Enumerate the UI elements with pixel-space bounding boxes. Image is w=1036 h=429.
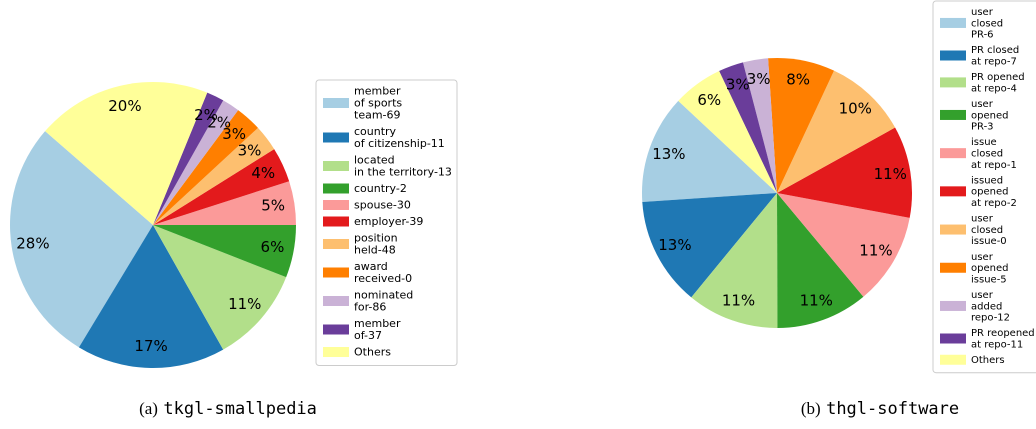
- caption: (b) thgl-software: [801, 399, 959, 419]
- pie-slice: [153, 92, 224, 225]
- value-label: 10%: [839, 100, 872, 118]
- legend-swatch: [940, 224, 966, 235]
- legend-label: user added repo-12: [971, 290, 1010, 324]
- value-label: 11%: [859, 242, 892, 260]
- legend-swatch: [940, 109, 966, 120]
- legend-label: position held-48: [354, 232, 398, 257]
- value-label: 20%: [108, 97, 141, 115]
- value-label: 17%: [134, 337, 167, 355]
- value-label: 11%: [800, 291, 833, 309]
- value-label: 3%: [222, 125, 246, 143]
- legend-label: issued opened at repo-2: [971, 175, 1017, 209]
- pie-slice: [742, 58, 777, 194]
- legend-label: issue closed at repo-1: [971, 137, 1017, 171]
- legend-label: user opened issue-5: [971, 252, 1008, 286]
- legend-swatch: [940, 17, 966, 28]
- legend-swatch: [323, 161, 349, 171]
- value-label: 11%: [722, 292, 755, 310]
- legend-label: employer-39: [354, 215, 423, 228]
- value-label: 13%: [652, 145, 685, 163]
- legend-label: user closed issue-0: [971, 214, 1007, 248]
- legend-label: award received-0: [354, 260, 412, 285]
- pie-slice: [678, 71, 777, 193]
- pie-slice: [719, 62, 777, 194]
- legend-swatch: [323, 216, 349, 227]
- pie-slice: [153, 149, 290, 225]
- legend-label: nominated for-86: [354, 289, 413, 314]
- legend-label: PR closed at repo-7: [971, 45, 1019, 67]
- value-label: 13%: [658, 236, 691, 254]
- legend-label: spouse-30: [354, 199, 411, 212]
- value-label: 6%: [697, 91, 721, 109]
- legend-label: PR opened at repo-4: [971, 72, 1025, 94]
- legend-swatch: [323, 132, 349, 143]
- caption-label: (a): [139, 399, 158, 418]
- pie-slice: [78, 225, 224, 368]
- value-label: 3%: [238, 142, 262, 160]
- caption-name: tkgl-smallpedia: [163, 399, 317, 419]
- caption-label: (b): [801, 399, 821, 418]
- pie-slice: [10, 131, 154, 348]
- value-label: 5%: [261, 197, 285, 215]
- legend-swatch: [323, 200, 349, 210]
- legend-label: Others: [354, 346, 391, 359]
- pie-slice: [153, 127, 275, 225]
- value-label: 11%: [874, 165, 907, 183]
- pie-slice: [768, 58, 835, 193]
- legend-swatch: [323, 347, 349, 357]
- legend-swatch: [323, 183, 349, 194]
- legend-swatch: [940, 50, 966, 61]
- pie-slice: [153, 225, 287, 350]
- legend-label: PR reopened at repo-11: [971, 328, 1035, 350]
- pie-slice: [691, 193, 778, 328]
- legend-swatch: [323, 324, 349, 335]
- caption-name: thgl-software: [826, 399, 959, 419]
- pie-slice: [153, 110, 258, 225]
- pie-slice: [153, 225, 296, 278]
- legend-swatch: [940, 186, 966, 197]
- pie-slice: [777, 127, 912, 218]
- pie-slice: [642, 193, 777, 298]
- legend-label: Others: [971, 355, 1005, 366]
- legend-swatch: [323, 98, 349, 108]
- value-label: 2%: [207, 114, 231, 132]
- legend-swatch: [940, 148, 966, 159]
- value-label: 2%: [194, 106, 218, 124]
- legend-swatch: [323, 239, 349, 249]
- legend-label: country-2: [354, 182, 407, 195]
- value-label: 8%: [786, 71, 810, 89]
- legend-box: [315, 79, 458, 366]
- legend-swatch: [323, 267, 349, 278]
- legend-label: located in the territory-13: [354, 154, 452, 179]
- legend-swatch: [940, 333, 966, 344]
- legend-swatch: [940, 354, 966, 365]
- legend-label: user opened PR-3: [971, 99, 1008, 133]
- pie-slice: [153, 100, 239, 225]
- legend-swatch: [940, 77, 966, 88]
- pie-slice: [153, 181, 297, 226]
- legend-swatch: [940, 262, 966, 273]
- legend-label: member of sports team-69: [354, 85, 402, 122]
- value-label: 3%: [726, 76, 750, 94]
- pie-slice: [777, 193, 910, 297]
- legend-swatch: [323, 296, 349, 306]
- pie-slice: [777, 70, 896, 193]
- value-label: 4%: [251, 164, 275, 182]
- pie-slice: [777, 193, 864, 328]
- value-label: 6%: [261, 238, 285, 256]
- value-label: 11%: [228, 295, 261, 313]
- legend-box: [932, 0, 1036, 374]
- caption: (a) tkgl-smallpedia: [139, 399, 317, 419]
- legend-label: member of-37: [354, 317, 401, 342]
- value-label: 3%: [747, 70, 771, 88]
- pie-slice: [45, 81, 208, 225]
- legend-swatch: [940, 300, 966, 311]
- legend-label: country of citizenship-11: [354, 125, 445, 150]
- value-label: 28%: [16, 234, 49, 252]
- legend-label: user closed PR-6: [971, 7, 1003, 41]
- pie-slice: [642, 100, 777, 202]
